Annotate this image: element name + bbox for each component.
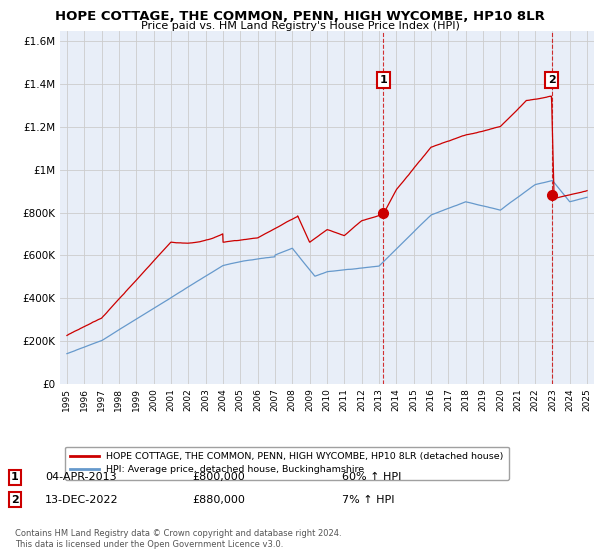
Text: Price paid vs. HM Land Registry's House Price Index (HPI): Price paid vs. HM Land Registry's House … — [140, 21, 460, 31]
Text: 04-APR-2013: 04-APR-2013 — [45, 472, 116, 482]
Text: Contains HM Land Registry data © Crown copyright and database right 2024.: Contains HM Land Registry data © Crown c… — [15, 529, 341, 538]
Text: 2: 2 — [11, 494, 19, 505]
Text: HOPE COTTAGE, THE COMMON, PENN, HIGH WYCOMBE, HP10 8LR: HOPE COTTAGE, THE COMMON, PENN, HIGH WYC… — [55, 10, 545, 23]
Text: 60% ↑ HPI: 60% ↑ HPI — [342, 472, 401, 482]
Text: 13-DEC-2022: 13-DEC-2022 — [45, 494, 119, 505]
Text: £800,000: £800,000 — [192, 472, 245, 482]
Text: 7% ↑ HPI: 7% ↑ HPI — [342, 494, 395, 505]
Legend: HOPE COTTAGE, THE COMMON, PENN, HIGH WYCOMBE, HP10 8LR (detached house), HPI: Av: HOPE COTTAGE, THE COMMON, PENN, HIGH WYC… — [65, 446, 509, 480]
Text: 1: 1 — [11, 472, 19, 482]
Text: 1: 1 — [379, 75, 387, 85]
Text: 2: 2 — [548, 75, 556, 85]
Text: £880,000: £880,000 — [192, 494, 245, 505]
Text: This data is licensed under the Open Government Licence v3.0.: This data is licensed under the Open Gov… — [15, 540, 283, 549]
